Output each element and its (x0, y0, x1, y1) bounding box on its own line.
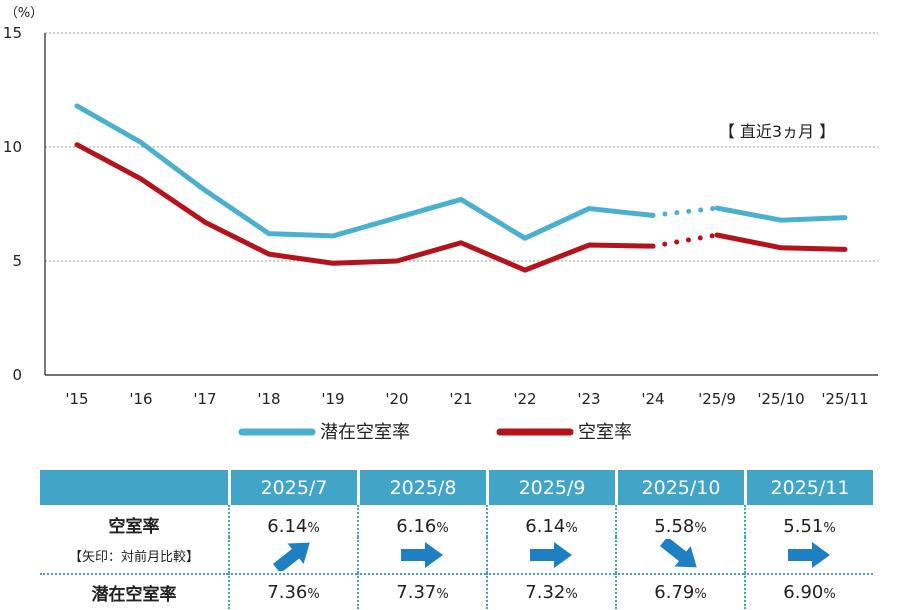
x-tick-label: '20 (385, 390, 408, 408)
y-unit-label: （%） (5, 6, 43, 21)
vacancy-value: 5.51% (744, 505, 873, 537)
arrow-shape (272, 542, 310, 571)
vacancy-row: 空室率 6.14% 6.16% 6.14% 5.58% 5.51% (40, 505, 873, 537)
vacancy-value: 6.16% (357, 505, 486, 537)
series-dotted-segment (650, 205, 720, 218)
potential-vacancy-value: 6.79% (615, 573, 744, 609)
arrow-right-icon (400, 542, 443, 568)
summary-table: 2025/7 2025/8 2025/9 2025/10 2025/11 空室率… (40, 470, 873, 609)
series-line (74, 142, 656, 273)
vacancy-value: 6.14% (228, 505, 357, 537)
table-header-month: 2025/9 (486, 470, 615, 505)
table-header-month: 2025/8 (357, 470, 486, 505)
x-tick-label: '24 (641, 390, 664, 408)
trend-arrow-cell (615, 537, 744, 573)
x-tick-label: '16 (129, 390, 152, 408)
x-tick-label: '21 (449, 390, 472, 408)
table-header-month: 2025/7 (228, 470, 357, 505)
y-tick-label: 0 (12, 366, 22, 384)
table-header-blank (40, 470, 228, 505)
arrow-right-icon (787, 542, 830, 568)
series-line (74, 103, 656, 241)
arrow-row: 【矢印：対前月比較】 (40, 537, 873, 573)
arrow-down-right-icon (659, 539, 697, 568)
series-line (714, 205, 848, 223)
arrow-shape (787, 542, 830, 568)
y-tick-label: 15 (3, 24, 22, 42)
potential-vacancy-row: 潜在空室率 7.36% 7.37% 7.32% 6.79% 6.90% (40, 573, 873, 609)
potential-vacancy-value: 7.32% (486, 573, 615, 609)
line-chart: 0 5 10 15 （%） '15 '16 '17 '18 '19 '20 '21 '22 '23 '24 '… (3, 6, 878, 443)
x-tick-label: '19 (321, 390, 344, 408)
x-tick-label: '25/11 (821, 390, 868, 408)
arrow-shape (659, 539, 697, 568)
arrow-shape (400, 542, 443, 568)
trend-arrow-cell (228, 537, 357, 573)
vacancy-value: 6.14% (486, 505, 615, 537)
table-header-row: 2025/7 2025/8 2025/9 2025/10 2025/11 (40, 470, 873, 505)
series-dotted-segment (650, 232, 720, 249)
x-tick-label: '25/10 (757, 390, 804, 408)
series-line (714, 232, 848, 252)
arrow-note-label: 【矢印：対前月比較】 (68, 549, 199, 565)
y-tick-label: 10 (3, 138, 22, 156)
potential-vacancy-value: 7.36% (228, 573, 357, 609)
legend-label: 潜在空室率 (320, 422, 410, 443)
trend-arrow-cell (486, 537, 615, 573)
potential-vacancy-row-label: 潜在空室率 (40, 573, 228, 609)
x-tick-label: '17 (193, 390, 216, 408)
trend-arrow-cell (357, 537, 486, 573)
table-header-month: 2025/10 (615, 470, 744, 505)
potential-vacancy-value: 6.90% (744, 573, 873, 609)
x-tick-label: '22 (513, 390, 536, 408)
trend-arrow-cell (744, 537, 873, 573)
legend-label: 空室率 (578, 422, 632, 443)
arrow-shape (529, 542, 572, 568)
vacancy-row-label: 空室率 (108, 517, 160, 537)
arrow-right-icon (529, 542, 572, 568)
recent-months-annotation: 【 直近3ヵ月 】 (719, 122, 835, 141)
vacancy-value: 5.58% (615, 505, 744, 537)
potential-vacancy-value: 7.37% (357, 573, 486, 609)
x-tick-label: '23 (577, 390, 600, 408)
y-tick-label: 5 (12, 252, 22, 270)
arrow-up-right-icon (272, 542, 310, 571)
x-tick-label: '15 (65, 390, 88, 408)
x-tick-label: '18 (257, 390, 280, 408)
table-header-month: 2025/11 (744, 470, 873, 505)
x-tick-label: '25/9 (698, 390, 736, 408)
